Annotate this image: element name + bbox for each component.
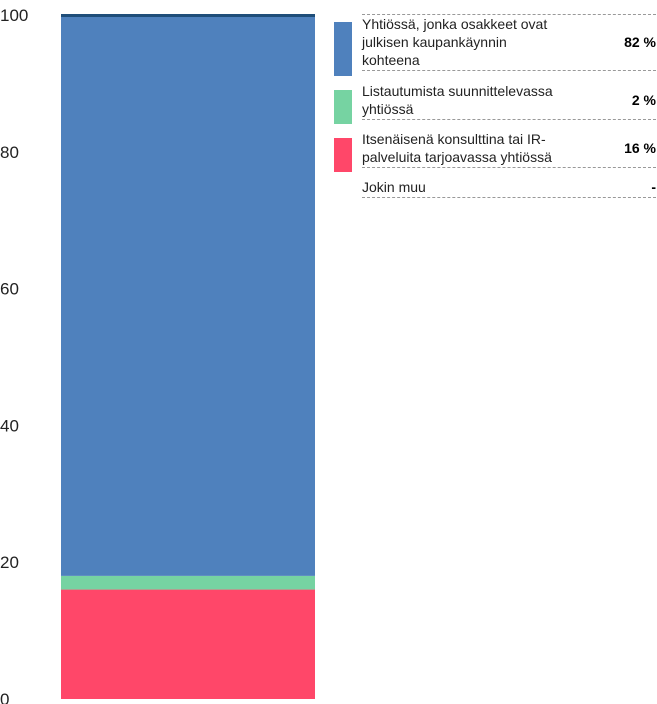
legend-value: 2 %	[631, 92, 656, 108]
legend-text-block: Itsenäisenä konsulttina tai IR-palveluit…	[362, 130, 656, 168]
y-tick-label: 20	[0, 553, 19, 572]
legend-swatch	[334, 138, 352, 172]
bar-segment	[61, 589, 315, 699]
legend-item: Jokin muu -	[334, 178, 656, 198]
legend-value: -	[651, 179, 656, 195]
y-axis: 0 20 40 60 80 100	[0, 6, 28, 704]
legend-item: Yhtiössä, jonka osakkeet ovat julkisen k…	[334, 14, 656, 76]
legend-value: 82 %	[624, 34, 656, 50]
legend: Yhtiössä, jonka osakkeet ovat julkisen k…	[334, 14, 656, 204]
legend-value: 16 %	[624, 140, 656, 156]
legend-text-block: Jokin muu -	[362, 178, 656, 198]
bar-segment	[61, 575, 315, 590]
bar-segment-top-cap	[61, 14, 315, 17]
legend-label: Yhtiössä, jonka osakkeet ovat julkisen k…	[362, 16, 548, 68]
y-tick-label: 100	[0, 6, 28, 25]
legend-label: Listautumista suunnittelevassa yhtiössä	[362, 83, 553, 117]
y-tick-label: 60	[0, 280, 19, 299]
y-tick-label: 40	[0, 416, 19, 435]
legend-item: Itsenäisenä konsulttina tai IR-palveluit…	[334, 130, 656, 172]
legend-swatch	[334, 90, 352, 124]
y-tick-label: 0	[0, 690, 9, 704]
legend-text-block: Listautumista suunnittelevassa yhtiössä 2…	[362, 82, 656, 120]
legend-text-block: Yhtiössä, jonka osakkeet ovat julkisen k…	[362, 14, 656, 71]
legend-label: Itsenäisenä konsulttina tai IR-palveluit…	[362, 131, 552, 165]
bar-segment	[61, 15, 315, 576]
y-tick-label: 80	[0, 143, 19, 162]
legend-label: Jokin muu	[362, 179, 426, 195]
legend-swatch	[334, 22, 352, 76]
legend-item: Listautumista suunnittelevassa yhtiössä 2…	[334, 82, 656, 124]
bar-segments	[61, 14, 315, 699]
